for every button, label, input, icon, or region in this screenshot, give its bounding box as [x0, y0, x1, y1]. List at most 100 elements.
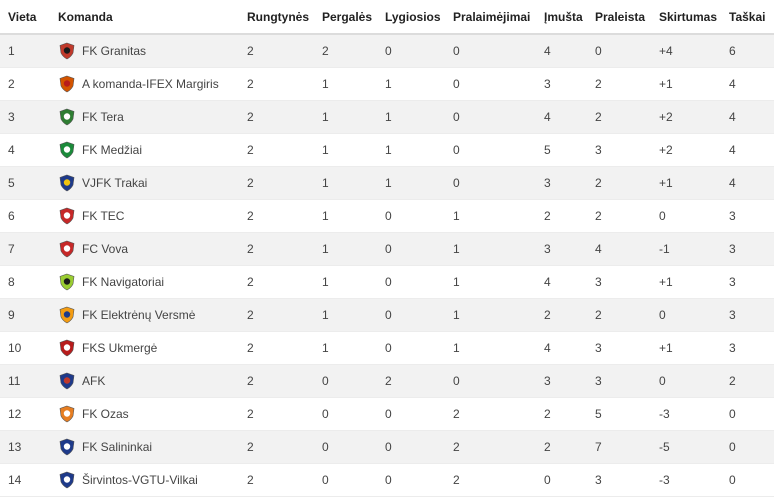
team-cell-content: FK Medžiai [58, 141, 239, 159]
cell-drawn: 1 [377, 166, 445, 200]
header-komanda[interactable]: Komanda [50, 0, 239, 35]
cell-drawn: 0 [377, 430, 445, 464]
cell-difference: +1 [651, 331, 721, 365]
header-pergales[interactable]: Pergalės [314, 0, 377, 35]
table-row[interactable]: 1 FK Granitas 2 2 0 0 4 0 +4 6 [0, 34, 774, 68]
team-name-link[interactable]: FK Granitas [82, 44, 147, 58]
cell-points: 0 [721, 397, 774, 431]
team-name-link[interactable]: FC Vova [82, 242, 129, 256]
cell-difference: +2 [651, 100, 721, 134]
granitas-crest-icon [58, 42, 76, 60]
cell-conceded: 7 [587, 430, 651, 464]
table-row[interactable]: 6 FK TEC 2 1 0 1 2 2 0 3 [0, 199, 774, 233]
cell-played: 2 [239, 133, 314, 167]
cell-played: 2 [239, 166, 314, 200]
cell-team: FK Medžiai [50, 133, 239, 167]
cell-lost: 0 [445, 67, 536, 101]
cell-lost: 0 [445, 100, 536, 134]
team-cell-content: FK Elektrėnų Versmė [58, 306, 239, 324]
table-row[interactable]: 13 FK Salininkai 2 0 0 2 2 7 -5 0 [0, 430, 774, 464]
cell-lost: 0 [445, 34, 536, 68]
cell-conceded: 2 [587, 100, 651, 134]
cell-drawn: 0 [377, 34, 445, 68]
team-name-link[interactable]: FKS Ukmergė [82, 341, 158, 355]
team-name-link[interactable]: FK Salininkai [82, 440, 153, 454]
cell-drawn: 2 [377, 364, 445, 398]
cell-team: FKS Ukmergė [50, 331, 239, 365]
table-row[interactable]: 10 FKS Ukmergė 2 1 0 1 4 3 +1 3 [0, 331, 774, 365]
table-row[interactable]: 3 FK Tera 2 1 1 0 4 2 +2 4 [0, 100, 774, 134]
header-lygiosios[interactable]: Lygiosios [377, 0, 445, 35]
team-name-link[interactable]: FK Elektrėnų Versmė [82, 308, 196, 322]
cell-position: 14 [0, 463, 50, 497]
team-cell-content: Širvintos-VGTU-Vilkai [58, 471, 239, 489]
afk-crest-icon [58, 372, 76, 390]
cell-drawn: 0 [377, 331, 445, 365]
team-name-link[interactable]: FK Tera [82, 110, 124, 124]
table-row[interactable]: 14 Širvintos-VGTU-Vilkai 2 0 0 2 0 3 -3 0 [0, 463, 774, 497]
cell-position: 3 [0, 100, 50, 134]
table-row[interactable]: 9 FK Elektrėnų Versmė 2 1 0 1 2 2 0 3 [0, 298, 774, 332]
header-rungtynes[interactable]: Rungtynės [239, 0, 314, 35]
cell-lost: 2 [445, 463, 536, 497]
team-name-link[interactable]: A komanda-IFEX Margiris [82, 77, 219, 91]
cell-lost: 0 [445, 133, 536, 167]
cell-won: 1 [314, 166, 377, 200]
trakai-crest-icon [58, 174, 76, 192]
cell-conceded: 0 [587, 34, 651, 68]
cell-scored: 3 [536, 166, 587, 200]
cell-position: 9 [0, 298, 50, 332]
table-row[interactable]: 8 FK Navigatoriai 2 1 0 1 4 3 +1 3 [0, 265, 774, 299]
cell-difference: -3 [651, 397, 721, 431]
cell-conceded: 2 [587, 67, 651, 101]
cell-points: 3 [721, 331, 774, 365]
cell-scored: 3 [536, 67, 587, 101]
team-name-link[interactable]: FK Navigatoriai [82, 275, 165, 289]
cell-team: Širvintos-VGTU-Vilkai [50, 463, 239, 497]
cell-difference: +1 [651, 67, 721, 101]
cell-scored: 4 [536, 265, 587, 299]
cell-played: 2 [239, 298, 314, 332]
cell-points: 6 [721, 34, 774, 68]
header-taskai[interactable]: Taškai [721, 0, 774, 35]
cell-lost: 0 [445, 364, 536, 398]
team-cell-content: FC Vova [58, 240, 239, 258]
header-skirtumas[interactable]: Skirtumas [651, 0, 721, 35]
table-row[interactable]: 7 FC Vova 2 1 0 1 3 4 -1 3 [0, 232, 774, 266]
table-row[interactable]: 11 AFK 2 0 2 0 3 3 0 2 [0, 364, 774, 398]
cell-team: AFK [50, 364, 239, 398]
cell-scored: 5 [536, 133, 587, 167]
table-row[interactable]: 4 FK Medžiai 2 1 1 0 5 3 +2 4 [0, 133, 774, 167]
cell-conceded: 4 [587, 232, 651, 266]
tera-crest-icon [58, 108, 76, 126]
cell-scored: 4 [536, 331, 587, 365]
cell-points: 3 [721, 232, 774, 266]
cell-lost: 1 [445, 298, 536, 332]
cell-won: 1 [314, 100, 377, 134]
cell-team: FK TEC [50, 199, 239, 233]
cell-conceded: 2 [587, 166, 651, 200]
table-row[interactable]: 5 VJFK Trakai 2 1 1 0 3 2 +1 4 [0, 166, 774, 200]
cell-played: 2 [239, 67, 314, 101]
cell-team: FK Granitas [50, 34, 239, 68]
header-vieta[interactable]: Vieta [0, 0, 50, 35]
table-row[interactable]: 12 FK Ozas 2 0 0 2 2 5 -3 0 [0, 397, 774, 431]
team-name-link[interactable]: FK TEC [82, 209, 125, 223]
salininkai-crest-icon [58, 438, 76, 456]
cell-played: 2 [239, 430, 314, 464]
header-pralaimejimai[interactable]: Pralaimėjimai [445, 0, 536, 35]
team-name-link[interactable]: Širvintos-VGTU-Vilkai [82, 473, 198, 487]
cell-conceded: 2 [587, 199, 651, 233]
team-name-link[interactable]: VJFK Trakai [82, 176, 148, 190]
cell-position: 8 [0, 265, 50, 299]
cell-difference: +1 [651, 166, 721, 200]
team-cell-content: VJFK Trakai [58, 174, 239, 192]
team-name-link[interactable]: FK Medžiai [82, 143, 143, 157]
team-name-link[interactable]: FK Ozas [82, 407, 129, 421]
header-praleista[interactable]: Praleista [587, 0, 651, 35]
cell-conceded: 5 [587, 397, 651, 431]
team-name-link[interactable]: AFK [82, 374, 106, 388]
header-imusta[interactable]: Įmušta [536, 0, 587, 35]
